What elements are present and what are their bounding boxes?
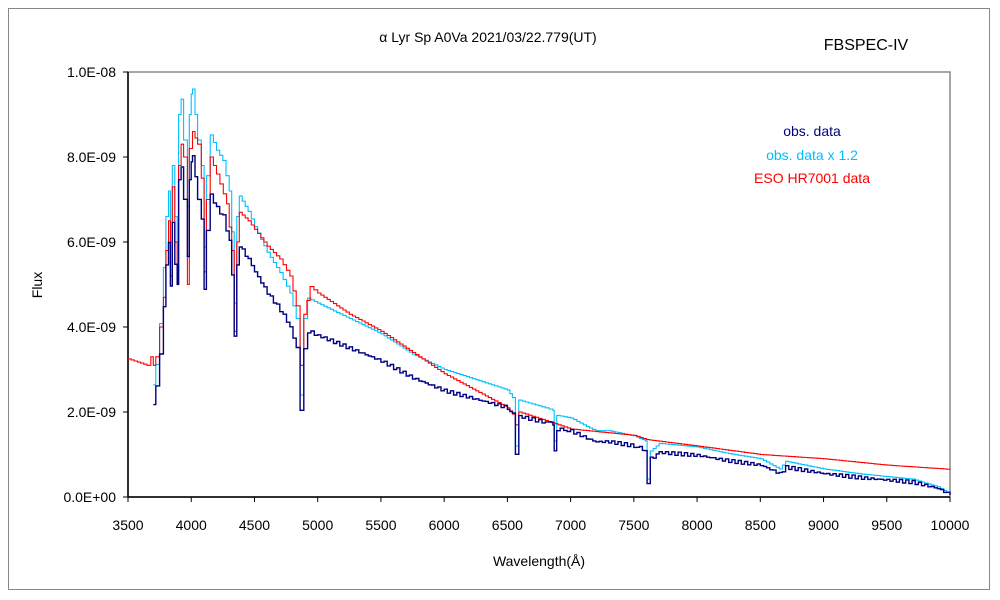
y-tick-label: 0.0E+00 xyxy=(63,489,116,505)
y-tick-label: 2.0E-09 xyxy=(67,404,116,420)
x-tick-label: 6500 xyxy=(492,517,523,533)
legend-obs: obs. data xyxy=(783,123,841,139)
x-tick-label: 8500 xyxy=(745,517,776,533)
x-tick-label: 4000 xyxy=(176,517,207,533)
y-tick-label: 8.0E-09 xyxy=(67,149,116,165)
legend-obs-scaled: obs. data x 1.2 xyxy=(766,147,858,163)
x-tick-label: 4500 xyxy=(239,517,270,533)
y-tick-label: 4.0E-09 xyxy=(67,319,116,335)
x-tick-label: 7500 xyxy=(618,517,649,533)
x-tick-label: 5500 xyxy=(365,517,396,533)
x-tick-label: 8000 xyxy=(681,517,712,533)
y-tick-label: 1.0E-08 xyxy=(67,64,116,80)
x-tick-label: 7000 xyxy=(555,517,586,533)
x-tick-label: 5000 xyxy=(302,517,333,533)
chart-title: α Lyr Sp A0Va 2021/03/22.779(UT) xyxy=(379,29,596,45)
x-axis-label: Wavelength(Å) xyxy=(493,553,585,569)
series-line-eso-hr7001-data xyxy=(128,130,951,470)
x-tick-label: 9500 xyxy=(871,517,902,533)
x-tick-label: 6000 xyxy=(429,517,460,533)
legend-eso: ESO HR7001 data xyxy=(754,170,870,186)
series-line-obs-data-x-1-2 xyxy=(153,88,951,495)
x-tick-label: 10000 xyxy=(931,517,970,533)
instrument-label: FBSPEC-IV xyxy=(824,37,909,54)
x-tick-label: 3500 xyxy=(112,517,143,533)
y-axis-label: Flux xyxy=(29,272,45,298)
chart-frame xyxy=(8,8,990,590)
series-line-obs-data xyxy=(153,154,951,495)
y-tick-label: 6.0E-09 xyxy=(67,234,116,250)
x-tick-label: 9000 xyxy=(808,517,839,533)
